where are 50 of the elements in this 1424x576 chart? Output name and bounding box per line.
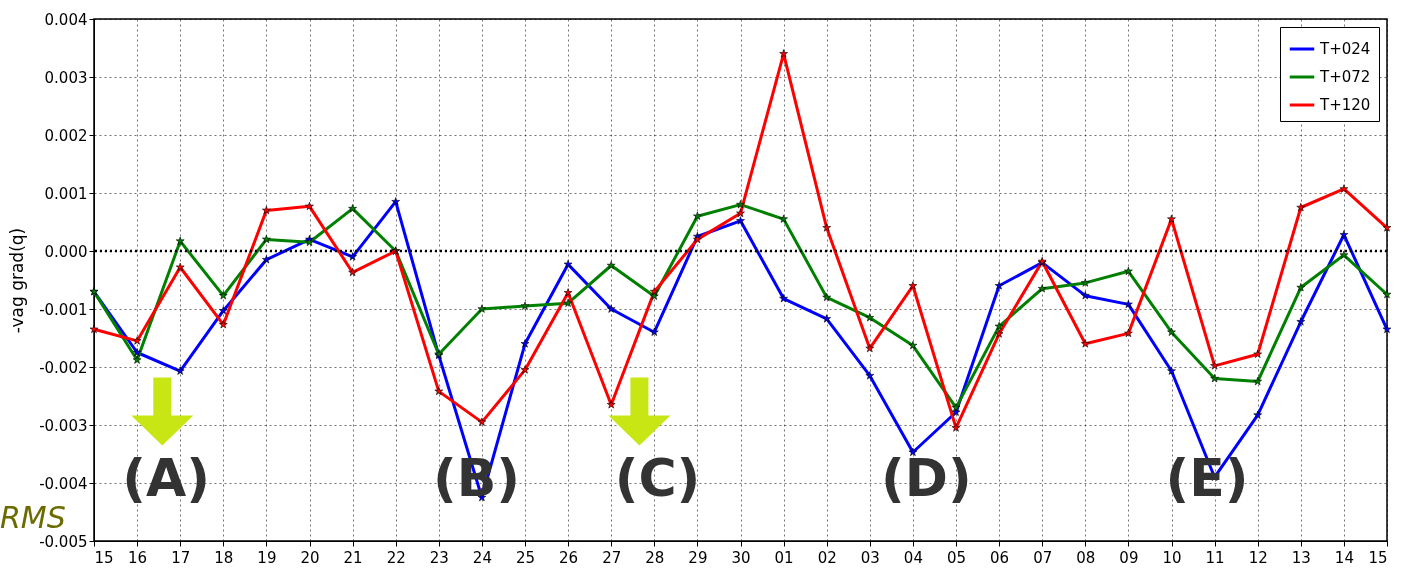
y-tick-label: -0.002 xyxy=(39,358,88,377)
x-tick-label: 20 xyxy=(300,548,320,567)
x-tick-label: 07 xyxy=(1033,548,1053,567)
x-tick-label: 18 xyxy=(214,548,234,567)
y-tick-label: 0.003 xyxy=(44,68,88,87)
x-tick-label: 28 xyxy=(645,548,665,567)
x-tick-label: 06 xyxy=(990,548,1010,567)
x-tick-label: 25 xyxy=(515,548,536,567)
x-tick-label: 12 xyxy=(1248,548,1268,567)
text: RMS xyxy=(0,500,66,535)
x-tick-label: 14 xyxy=(1334,548,1354,567)
x-tick-label: 16 xyxy=(128,548,148,567)
x-tick-label: 22 xyxy=(386,548,406,567)
x-tick-label: 21 xyxy=(343,548,363,567)
x-tick-label: 13 xyxy=(1291,548,1311,567)
legend-label: T+024 xyxy=(1319,40,1371,58)
annotation: (D) xyxy=(881,448,972,509)
x-tick-label: 01 xyxy=(774,548,794,567)
x-tick-label: 19 xyxy=(257,548,277,567)
y-tick-label: 0.001 xyxy=(44,184,88,203)
y-axis-title: -vag grad(q) xyxy=(7,227,28,334)
y-tick-label: 0.004 xyxy=(44,10,88,29)
x-tick-label: 15 xyxy=(94,548,114,567)
x-tick-label: 15 xyxy=(1368,548,1388,567)
x-tick-label: 30 xyxy=(731,548,751,567)
annotation: (A) xyxy=(122,448,211,509)
x-tick-label: 08 xyxy=(1076,548,1096,567)
x-tick-label: 02 xyxy=(817,548,837,567)
x-tick-label: 09 xyxy=(1119,548,1139,567)
annotation: (C) xyxy=(614,448,701,509)
y-tick-label: -0.004 xyxy=(39,474,88,493)
y-tick-label: -0.001 xyxy=(39,300,88,319)
x-tick-label: 05 xyxy=(946,548,967,567)
x-tick-label: 11 xyxy=(1205,548,1225,567)
x-tick-label: 26 xyxy=(559,548,579,567)
x-tick-label: 27 xyxy=(602,548,622,567)
x-tick-label: 03 xyxy=(860,548,880,567)
y-tick-label: -0.003 xyxy=(39,416,88,435)
y-tick-label: 0.000 xyxy=(44,242,88,261)
x-tick-label: 04 xyxy=(903,548,923,567)
x-tick-label: 17 xyxy=(171,548,191,567)
y-tick-label: 0.002 xyxy=(44,126,88,145)
legend-label: T+072 xyxy=(1319,68,1371,86)
x-tick-label: 10 xyxy=(1162,548,1182,567)
x-tick-label: 24 xyxy=(472,548,492,567)
x-tick-label: 23 xyxy=(429,548,449,567)
y-tick-label: -0.005 xyxy=(39,532,88,551)
legend-label: T+120 xyxy=(1319,96,1371,114)
x-tick-label: 29 xyxy=(688,548,708,567)
annotation: (E) xyxy=(1165,448,1249,509)
